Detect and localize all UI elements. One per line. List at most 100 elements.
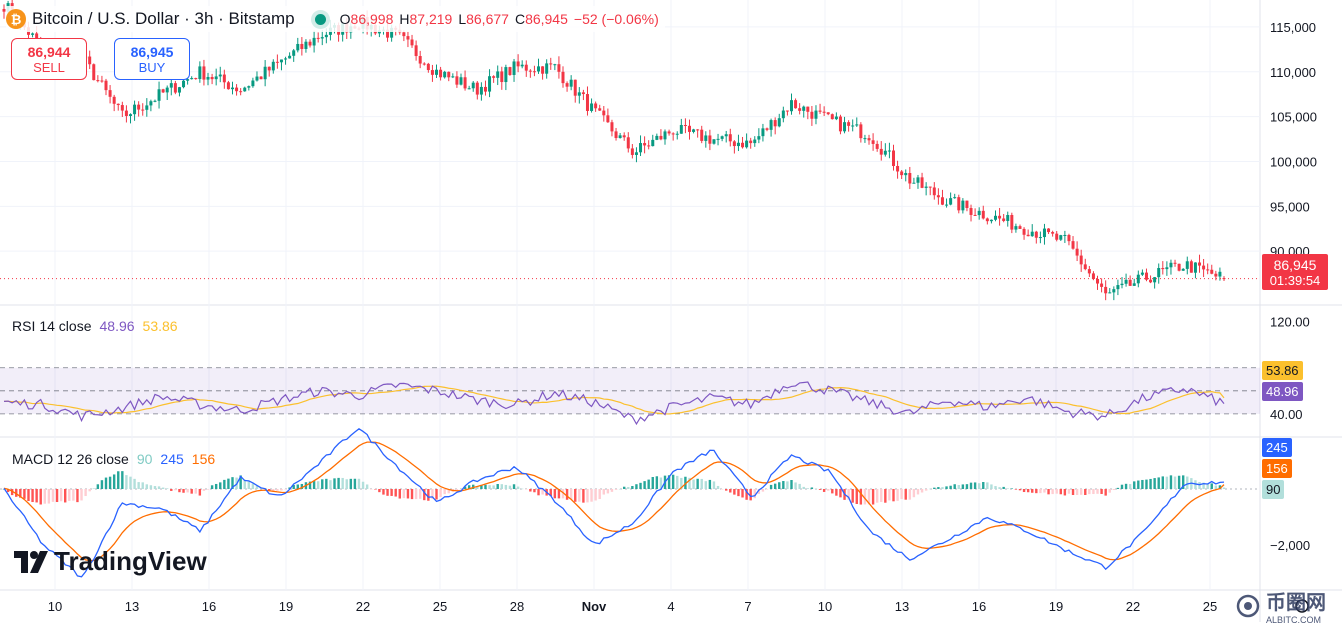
- candle-body: [757, 136, 761, 140]
- candle-body: [300, 43, 304, 49]
- candle: [1104, 280, 1108, 301]
- histogram-bar: [492, 485, 495, 489]
- candle-body: [496, 71, 500, 78]
- tradingview-logo[interactable]: TradingView: [14, 546, 207, 577]
- rsi-value-tag: 48.96: [1262, 382, 1303, 401]
- candle: [794, 98, 798, 109]
- candle-body: [226, 82, 230, 90]
- candle: [316, 32, 320, 43]
- candle-body: [553, 64, 557, 66]
- candle-body: [989, 219, 993, 222]
- candle: [226, 80, 230, 90]
- candle: [1132, 278, 1136, 286]
- candle: [687, 119, 691, 140]
- candle: [622, 132, 626, 141]
- candle-body: [1071, 241, 1075, 249]
- histogram-bar: [1141, 479, 1144, 489]
- histogram-bar: [345, 479, 348, 489]
- settings-icon[interactable]: [1295, 599, 1309, 613]
- histogram-bar: [998, 487, 1001, 489]
- sell-button[interactable]: 86,944 SELL: [11, 38, 87, 80]
- histogram-bar: [574, 489, 577, 502]
- rsi-legend[interactable]: RSI 14 close 48.96 53.86: [12, 318, 178, 334]
- symbol-title[interactable]: Bitcoin / U.S. Dollar · 3h · Bitstamp: [32, 9, 295, 28]
- candle-body: [810, 111, 814, 119]
- candle: [692, 128, 696, 134]
- candle: [789, 93, 793, 115]
- candle: [1120, 277, 1124, 289]
- histogram-bar: [627, 487, 630, 489]
- candle-body: [581, 92, 585, 95]
- buy-button[interactable]: 86,945 BUY: [114, 38, 190, 80]
- histogram-bar: [186, 489, 189, 493]
- candle-body: [173, 83, 177, 93]
- candle-body: [206, 76, 210, 80]
- candle-body: [994, 215, 998, 220]
- histogram-bar: [639, 482, 642, 489]
- candle: [1202, 258, 1206, 278]
- histogram-bar: [1116, 487, 1120, 489]
- histogram-bar: [1218, 485, 1222, 489]
- candle-body: [891, 150, 895, 166]
- candle-body: [545, 63, 549, 74]
- candle-body: [243, 87, 247, 92]
- rsi-tick-label: 40.00: [1270, 407, 1303, 422]
- histogram-bar: [1198, 482, 1201, 489]
- price-tick-label: 95,000: [1270, 199, 1310, 214]
- histogram-bar: [341, 477, 344, 489]
- candle-body: [1173, 262, 1177, 264]
- candle: [279, 59, 283, 71]
- candle-body: [386, 29, 390, 38]
- histogram-bar: [533, 489, 536, 493]
- candle: [1075, 241, 1079, 262]
- histogram-bar: [223, 479, 226, 489]
- histogram-bar: [676, 475, 679, 489]
- candle: [985, 217, 989, 225]
- candle: [716, 133, 720, 146]
- candle: [977, 207, 981, 220]
- candle-body: [284, 58, 288, 60]
- candle-body: [1165, 267, 1169, 270]
- histogram-bar: [839, 489, 842, 498]
- histogram-bar: [1055, 489, 1058, 494]
- candle-body: [871, 140, 875, 144]
- histogram-bar: [635, 484, 638, 489]
- histogram-bar: [141, 482, 144, 489]
- candle: [940, 189, 944, 206]
- histogram-bar: [166, 488, 169, 489]
- candle-body: [467, 88, 471, 90]
- candle-body: [165, 87, 169, 93]
- candle: [447, 71, 451, 82]
- candle: [218, 66, 222, 83]
- candle-body: [1169, 262, 1173, 268]
- histogram-bar: [871, 489, 875, 505]
- candle: [655, 133, 659, 141]
- candle: [773, 117, 777, 135]
- histogram-bar: [72, 489, 75, 501]
- candle-body: [716, 138, 720, 140]
- histogram-bar: [561, 489, 565, 499]
- histogram-bar: [500, 484, 503, 489]
- histogram-bar: [761, 489, 765, 492]
- histogram-bar: [802, 486, 805, 489]
- tradingview-logo-icon: [14, 550, 48, 573]
- candle-body: [512, 61, 516, 75]
- histogram-bar: [859, 489, 863, 505]
- histogram-bar: [769, 484, 773, 489]
- histogram-bar: [1104, 489, 1107, 496]
- candle-body: [830, 114, 834, 120]
- bar-countdown: 01:39:54: [1269, 272, 1321, 288]
- candle: [492, 75, 496, 83]
- candle: [1010, 212, 1014, 234]
- histogram-bar: [969, 482, 973, 489]
- candle-body: [504, 67, 508, 83]
- candle: [141, 103, 145, 116]
- histogram-bar: [1173, 476, 1177, 489]
- histogram-bar: [1222, 487, 1226, 489]
- macd-legend[interactable]: MACD 12 26 close 90 245 156: [12, 451, 215, 467]
- candle: [969, 204, 973, 222]
- candle-body: [1112, 289, 1116, 293]
- candle: [500, 66, 504, 90]
- candle: [210, 73, 214, 85]
